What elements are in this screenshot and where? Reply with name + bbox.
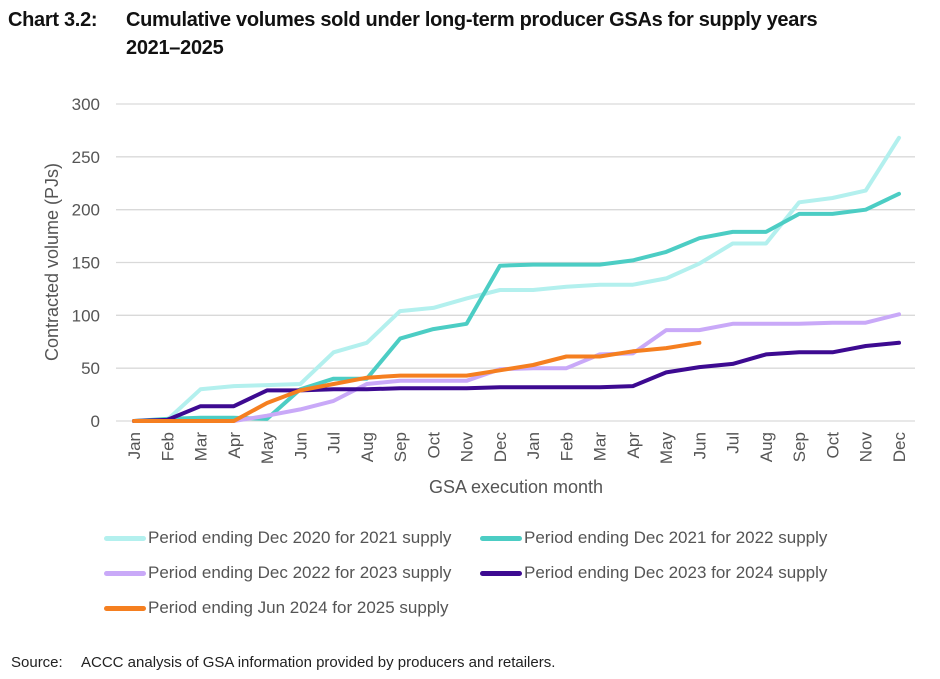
x-tick-label: Apr <box>225 432 244 459</box>
x-tick-label: Feb <box>557 432 576 461</box>
legend-label: Period ending Dec 2022 for 2023 supply <box>148 563 452 582</box>
x-tick-label: Oct <box>823 432 842 459</box>
series-line-1 <box>132 191 901 423</box>
x-tick-label: Jun <box>690 432 709 459</box>
chart-title-line1: Cumulative volumes sold under long-term … <box>126 9 818 31</box>
legend-label: Period ending Dec 2020 for 2021 supply <box>148 528 452 547</box>
legend-swatch <box>104 570 146 576</box>
x-tick-label: Mar <box>591 432 610 462</box>
y-tick-label: 300 <box>72 95 100 114</box>
x-tick-label: Aug <box>358 432 377 462</box>
series-line-0 <box>132 135 901 423</box>
source-text: ACCC analysis of GSA information provide… <box>81 654 556 671</box>
legend-label: Period ending Dec 2023 for 2024 supply <box>524 563 828 582</box>
x-tick-label: Dec <box>890 432 909 463</box>
y-axis-ticks: 0 50 100 150 200 250 300 <box>72 95 100 431</box>
x-tick-label: Jan <box>125 432 144 459</box>
x-tick-label: Nov <box>458 432 477 463</box>
legend-swatch <box>104 535 146 541</box>
x-tick-label: May <box>258 432 277 465</box>
y-tick-label: 100 <box>72 306 100 325</box>
gridlines <box>116 103 915 422</box>
x-tick-label: Aug <box>757 432 776 462</box>
x-tick-label: Dec <box>491 432 510 463</box>
x-tick-label: May <box>657 432 676 465</box>
x-tick-label: Sep <box>391 432 410 462</box>
x-tick-label: Apr <box>624 432 643 459</box>
chart-title: Chart 3.2: Cumulative volumes sold under … <box>8 6 818 62</box>
x-tick-label: Oct <box>424 432 443 459</box>
source-label: Source: <box>11 654 63 671</box>
legend-item: Period ending Dec 2023 for 2024 supply <box>480 563 827 583</box>
legend-swatch <box>480 570 522 576</box>
legend-item: Period ending Dec 2021 for 2022 supply <box>480 528 827 548</box>
x-tick-label: Sep <box>790 432 809 462</box>
series-lines <box>132 135 901 423</box>
series-line-3 <box>132 340 901 423</box>
x-tick-label: Jul <box>325 432 344 454</box>
line-chart: 0 50 100 150 200 250 300 Jan Feb Mar Apr May Jun Jul… <box>42 95 915 497</box>
legend-label: Period ending Dec 2021 for 2022 supply <box>524 528 828 547</box>
x-axis-title: GSA execution month <box>429 477 603 497</box>
legend-swatch <box>480 535 522 541</box>
y-tick-label: 50 <box>81 359 100 378</box>
legend-item: Period ending Dec 2022 for 2023 supply <box>104 563 451 583</box>
x-tick-label: Mar <box>192 432 211 462</box>
y-axis-title: Contracted volume (PJs) <box>42 163 62 361</box>
x-tick-label: Jan <box>524 432 543 459</box>
legend-item: Period ending Dec 2020 for 2021 supply <box>104 528 451 548</box>
x-tick-label: Nov <box>857 432 876 463</box>
legend-swatch <box>104 605 146 611</box>
chart-number: Chart 3.2: <box>8 9 98 31</box>
x-axis-ticks: Jan Feb Mar Apr May Jun Jul Aug Sep Oct Nov Dec Jan F… <box>125 432 909 465</box>
y-tick-label: 250 <box>72 148 100 167</box>
x-tick-label: Feb <box>158 432 177 461</box>
series-line-4 <box>132 340 702 423</box>
source-note: Source: ACCC analysis of GSA information … <box>11 654 555 671</box>
legend-item: Period ending Jun 2024 for 2025 supply <box>104 598 449 618</box>
y-tick-label: 150 <box>72 254 100 273</box>
y-tick-label: 200 <box>72 201 100 220</box>
y-tick-label: 0 <box>91 412 100 431</box>
x-tick-label: Jul <box>724 432 743 454</box>
legend-label: Period ending Jun 2024 for 2025 supply <box>148 598 449 617</box>
chart-title-line2: 2021–2025 <box>126 37 224 59</box>
x-tick-label: Jun <box>291 432 310 459</box>
